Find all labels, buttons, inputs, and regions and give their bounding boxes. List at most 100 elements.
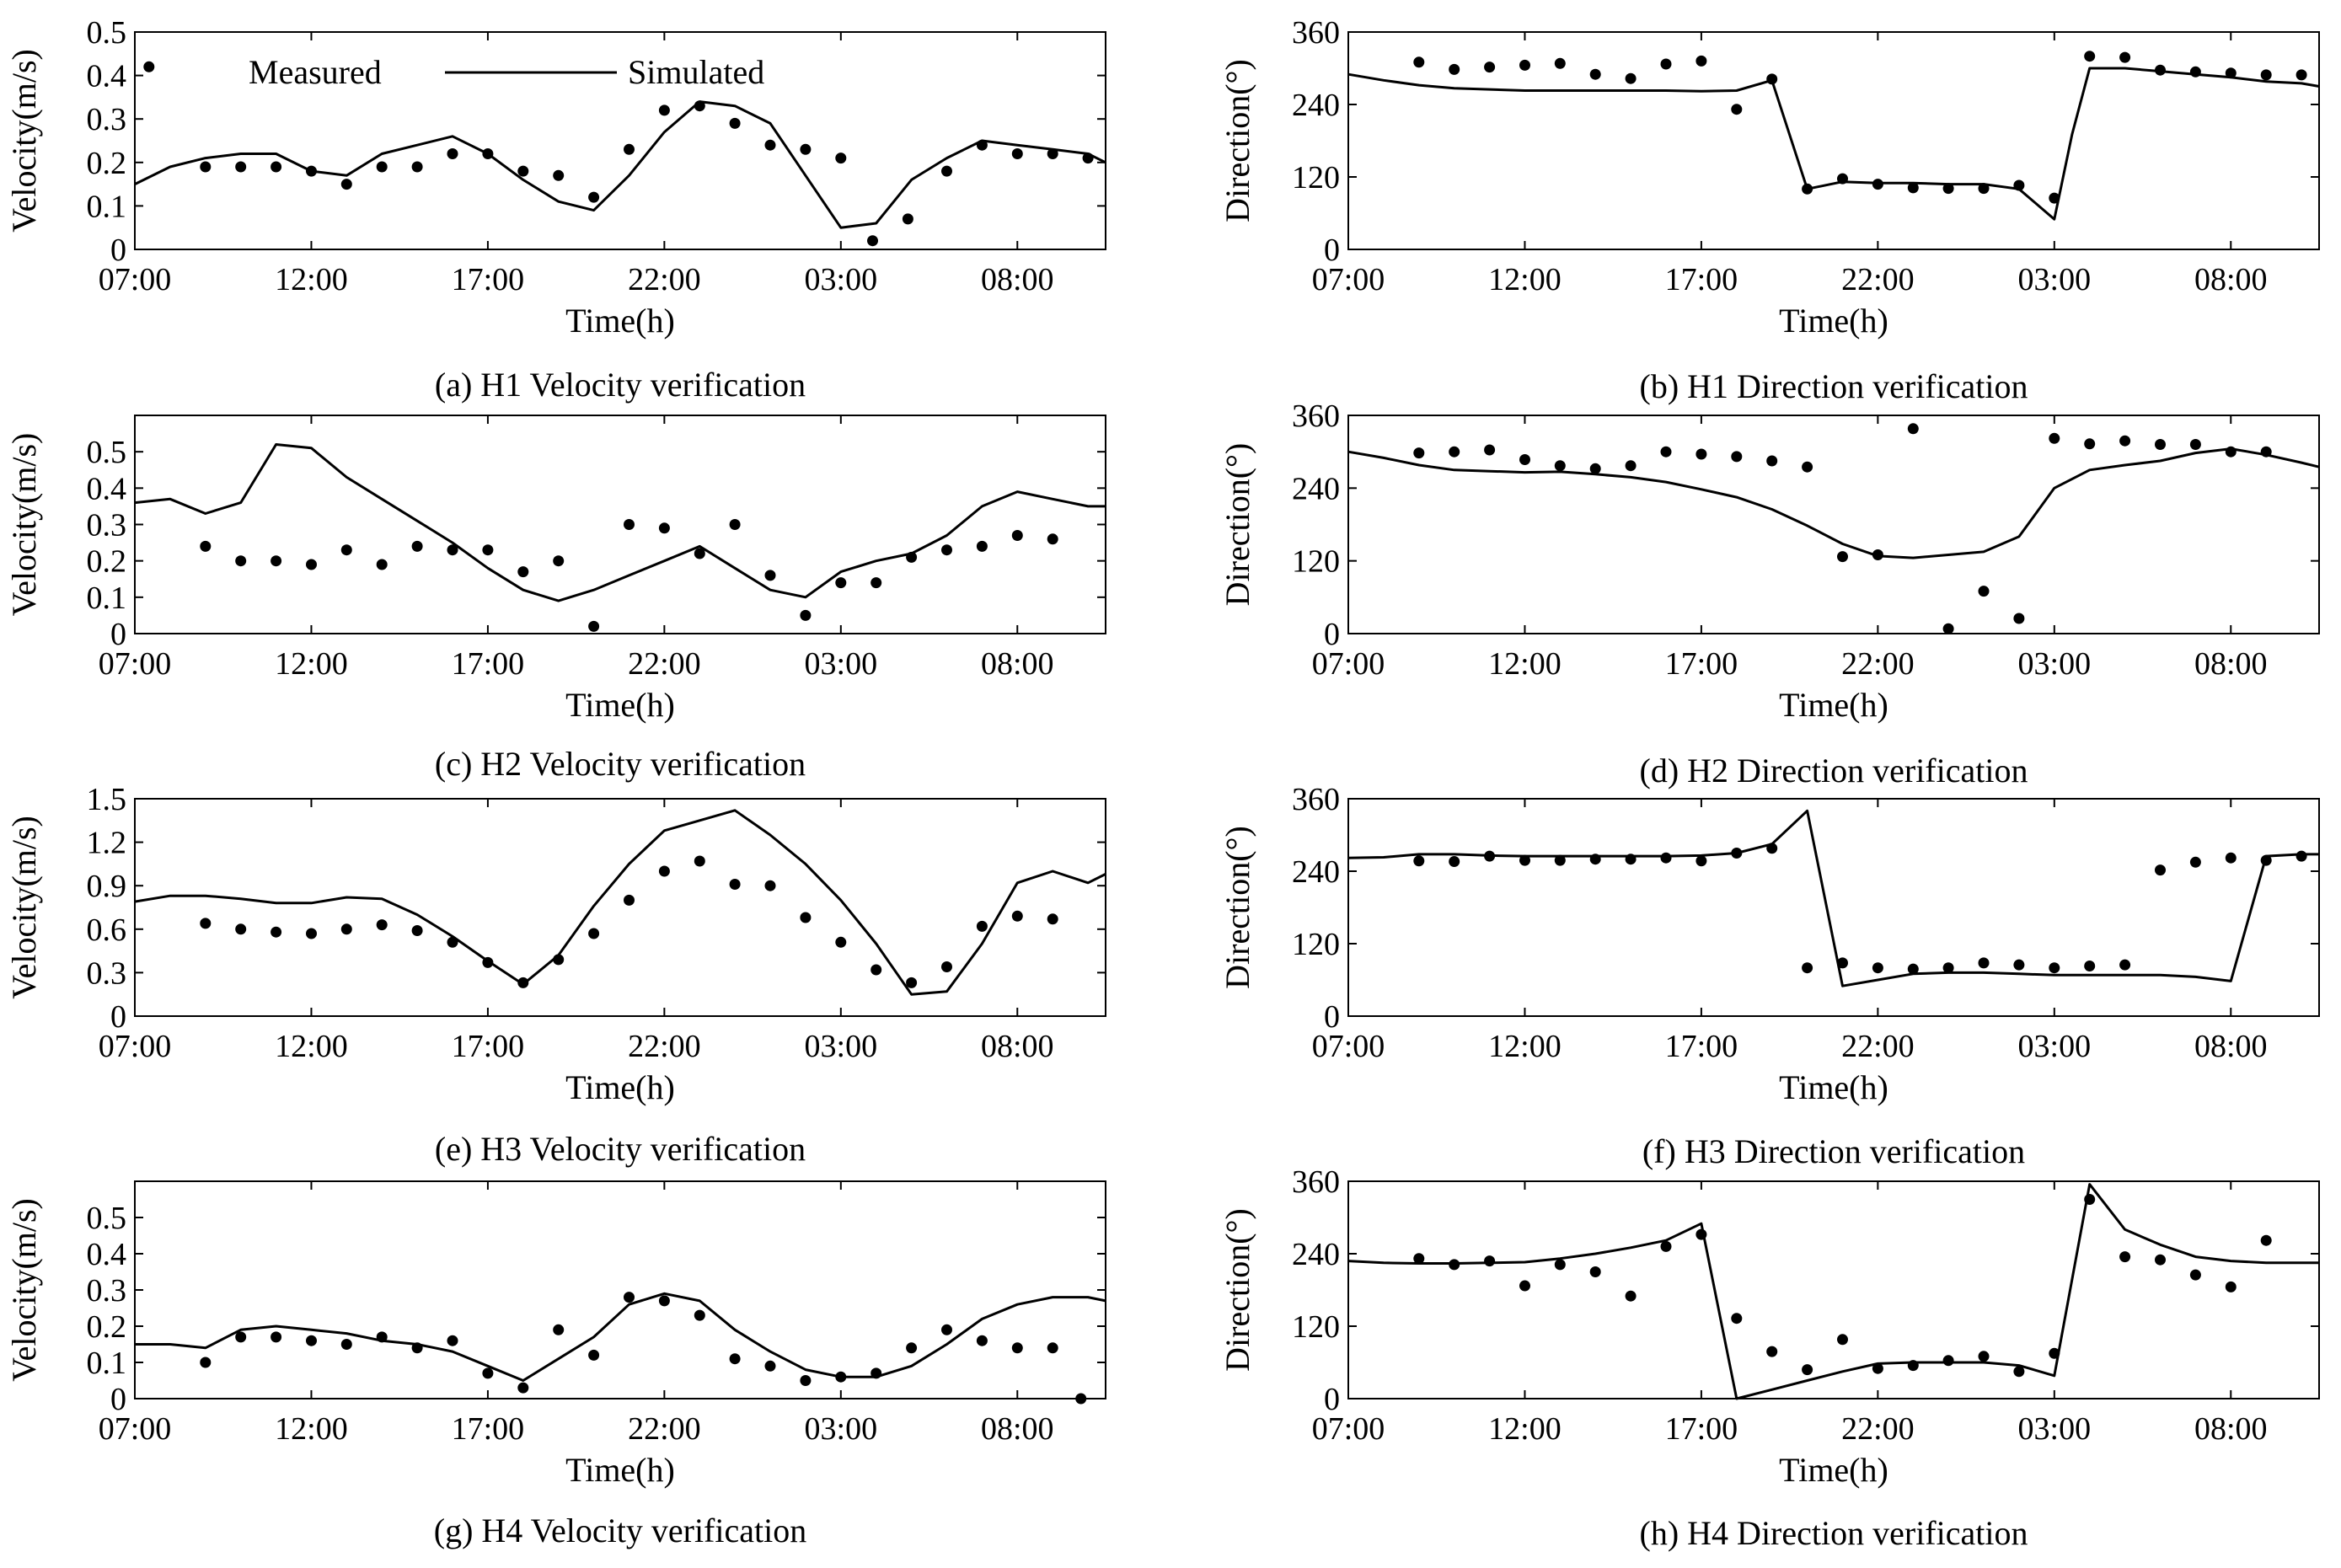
- measured-point: [376, 559, 388, 570]
- x-tick-label: 22:00: [1841, 1029, 1915, 1064]
- y-axis-title-f: Direction(°): [1219, 826, 1256, 989]
- measured-point: [1837, 551, 1848, 563]
- measured-point: [658, 104, 670, 116]
- measured-point: [588, 1349, 600, 1361]
- measured-point: [1766, 455, 1778, 467]
- measured-point: [729, 879, 741, 890]
- measured-point: [1484, 850, 1496, 862]
- x-tick-label: 22:00: [628, 1029, 701, 1064]
- y-tick-label: 0: [110, 1382, 126, 1417]
- y-tick-label: 240: [1292, 1237, 1340, 1272]
- axes-box-h: [1347, 1180, 2320, 1399]
- x-tick-label: 03:00: [2018, 646, 2092, 682]
- legend-simulated-label: Simulated: [628, 53, 764, 91]
- measured-point: [482, 544, 494, 556]
- measured-point: [906, 551, 918, 563]
- measured-point: [1519, 1280, 1530, 1292]
- panel-caption-b: (b) H1 Direction verification: [1640, 367, 2028, 405]
- measured-point: [2225, 67, 2237, 79]
- axes-box-f: [1347, 798, 2320, 1017]
- measured-point: [411, 1342, 423, 1354]
- measured-point: [553, 555, 565, 567]
- measured-point: [235, 161, 247, 173]
- measured-point: [1872, 1362, 1883, 1374]
- measured-point: [447, 544, 458, 556]
- measured-point: [306, 559, 317, 570]
- measured-point: [553, 1324, 565, 1335]
- measured-point: [517, 165, 529, 177]
- measured-point: [553, 169, 565, 181]
- simulated-line-b: [1347, 67, 2320, 221]
- measured-point: [306, 928, 317, 939]
- panel-h: 07:00 12:00 17:00 22:00 03:00 08:00 0 120 240 360…: [1219, 1164, 2320, 1552]
- measured-point: [2189, 856, 2201, 868]
- measured-point: [871, 577, 882, 589]
- measured-point: [1519, 59, 1530, 71]
- y-tick-label: 0.2: [87, 544, 127, 580]
- measured-point: [1872, 962, 1883, 974]
- panel-caption-c: (c) H2 Velocity verification: [435, 745, 806, 783]
- x-axis-title-d: Time(h): [1779, 686, 1888, 724]
- measured-point: [2189, 439, 2201, 450]
- y-tick-label: 0: [1324, 1382, 1340, 1417]
- x-tick-label: 08:00: [981, 1411, 1054, 1447]
- x-tick-label: 17:00: [452, 646, 525, 682]
- x-axis-title-a: Time(h): [565, 302, 675, 340]
- x-tick-label: 17:00: [1665, 1411, 1738, 1447]
- measured-point: [200, 540, 212, 552]
- x-tick-label: 22:00: [628, 1411, 701, 1447]
- y-tick-label: 240: [1292, 471, 1340, 506]
- x-tick-label: 07:00: [99, 1029, 172, 1064]
- panel-caption-g: (g) H4 Velocity verification: [434, 1512, 806, 1549]
- measured-point: [2049, 962, 2060, 974]
- measured-point: [447, 148, 458, 159]
- x-tick-label: 03:00: [805, 262, 878, 297]
- measured-point: [1837, 173, 1848, 185]
- measured-point: [1047, 913, 1058, 925]
- x-tick-label: 12:00: [1488, 1029, 1562, 1064]
- measured-point: [1695, 448, 1707, 460]
- measured-point: [906, 977, 918, 988]
- measured-point: [1802, 461, 1813, 473]
- panel-g: 07:00 12:00 17:00 22:00 03:00 08:00 00.10.20.3…: [5, 1180, 1106, 1549]
- measured-point: [835, 936, 847, 948]
- measured-point: [1011, 148, 1023, 159]
- simulated-line-c: [134, 443, 1106, 602]
- measured-point: [1011, 1342, 1023, 1354]
- measured-point: [1519, 854, 1530, 866]
- y-tick-label: 0.1: [87, 581, 127, 616]
- measured-point: [835, 1371, 847, 1383]
- measured-point: [517, 566, 529, 578]
- measured-point: [553, 954, 565, 966]
- measured-point: [658, 865, 670, 877]
- measured-point: [976, 139, 988, 151]
- x-tick-label: 08:00: [981, 262, 1054, 297]
- measured-point: [447, 936, 458, 948]
- simulated-line-f: [1347, 809, 2319, 987]
- measured-point: [588, 191, 600, 203]
- measured-point: [764, 139, 776, 151]
- measured-point: [800, 143, 812, 155]
- legend-measured-label: Measured: [249, 53, 382, 91]
- measured-point: [1731, 848, 1743, 859]
- x-tick-label: 08:00: [981, 1029, 1054, 1064]
- x-tick-label: 03:00: [2018, 262, 2092, 297]
- measured-point: [235, 555, 247, 567]
- measured-point: [235, 1331, 247, 1343]
- measured-point: [729, 117, 741, 129]
- y-tick-label: 0.3: [87, 508, 127, 543]
- x-tick-label: 03:00: [805, 1411, 878, 1447]
- y-axis-title-g: Velocity(m/s): [5, 1198, 43, 1382]
- measured-point: [1837, 1334, 1848, 1346]
- measured-point: [2084, 438, 2096, 450]
- measured-point: [200, 161, 212, 173]
- measured-point: [2260, 69, 2272, 81]
- measured-point: [1554, 57, 1566, 69]
- axes-box-d: [1347, 415, 2320, 634]
- simulated-line-a: [134, 100, 1106, 229]
- measured-point: [1413, 56, 1425, 68]
- measured-point: [482, 956, 494, 968]
- measured-point: [729, 519, 741, 530]
- measured-point: [729, 1353, 741, 1365]
- y-axis-title-d: Direction(°): [1219, 443, 1256, 607]
